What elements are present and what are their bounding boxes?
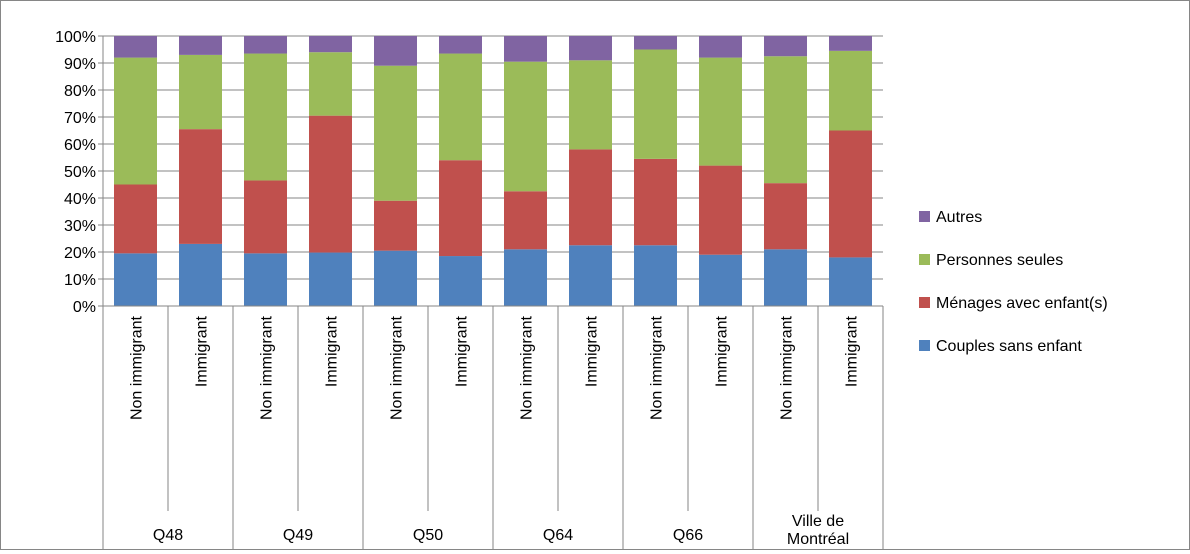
bar-segment <box>829 36 872 51</box>
bar-segment <box>244 180 287 254</box>
bar-segment <box>829 257 872 306</box>
legend-swatch <box>919 211 930 222</box>
x-group-label: Montréal <box>787 531 849 548</box>
y-tick-label: 60% <box>64 137 96 154</box>
y-tick-label: 50% <box>64 164 96 181</box>
x-category-label: Immigrant <box>454 315 471 387</box>
bar-segment <box>699 254 742 306</box>
bar-segment <box>764 36 807 57</box>
bar-segment <box>699 57 742 166</box>
x-category-label: Immigrant <box>844 315 861 387</box>
bar-segment <box>309 115 352 253</box>
legend-swatch <box>919 297 930 308</box>
bar-segment <box>374 36 417 66</box>
bar-segment <box>374 65 417 201</box>
bar-segment <box>634 36 677 50</box>
x-group-label: Q64 <box>543 527 573 544</box>
x-category-label: Non immigrant <box>129 315 146 420</box>
bar-segment <box>114 253 157 306</box>
bar-segment <box>634 245 677 306</box>
bar-segment <box>829 50 872 131</box>
bar-segment <box>829 130 872 258</box>
x-group-label: Q66 <box>673 527 703 544</box>
bar-segment <box>374 250 417 306</box>
x-group-label: Q49 <box>283 527 313 544</box>
legend-label: Couples sans enfant <box>936 338 1082 355</box>
bar-segment <box>569 245 612 306</box>
bar-segment <box>309 252 352 306</box>
legend-label: Ménages avec enfant(s) <box>936 295 1108 312</box>
bar-segment <box>439 160 482 257</box>
bar-segment <box>439 53 482 161</box>
bar-segment <box>504 36 547 62</box>
bar-segment <box>374 200 417 251</box>
bar-segment <box>244 53 287 181</box>
bar-segment <box>439 256 482 306</box>
y-tick-label: 40% <box>64 191 96 208</box>
bar-segment <box>439 36 482 54</box>
y-tick-label: 70% <box>64 110 96 127</box>
bar-segment <box>699 165 742 255</box>
x-category-label: Immigrant <box>194 315 211 387</box>
bar-segment <box>504 191 547 250</box>
x-category-label: Non immigrant <box>259 315 276 420</box>
bar-segment <box>764 183 807 250</box>
x-group-label: Q50 <box>413 527 443 544</box>
bar-segment <box>244 36 287 54</box>
legend-swatch <box>919 340 930 351</box>
bar-segment <box>179 36 222 55</box>
x-category-label: Non immigrant <box>779 315 796 420</box>
bar-segment <box>634 49 677 159</box>
bar-segment <box>504 61 547 192</box>
y-tick-label: 80% <box>64 83 96 100</box>
y-tick-label: 0% <box>73 299 96 316</box>
bar-segment <box>114 36 157 58</box>
bar-segment <box>569 36 612 61</box>
x-group-label: Q48 <box>153 527 183 544</box>
x-category-label: Immigrant <box>324 315 341 387</box>
legend-label: Autres <box>936 209 982 226</box>
y-tick-label: 90% <box>64 56 96 73</box>
bar-segment <box>504 249 547 306</box>
bar-segment <box>309 52 352 116</box>
y-tick-label: 10% <box>64 272 96 289</box>
legend-label: Personnes seules <box>936 252 1063 269</box>
bar-segment <box>179 243 222 306</box>
x-category-label: Non immigrant <box>389 315 406 420</box>
x-category-label: Non immigrant <box>649 315 666 420</box>
bar-segment <box>244 253 287 306</box>
y-tick-label: 30% <box>64 218 96 235</box>
bar-segment <box>309 36 352 53</box>
bar-segment <box>569 149 612 246</box>
bar-segment <box>699 36 742 58</box>
x-group-label: Ville de <box>792 513 844 530</box>
bar-segment <box>114 184 157 254</box>
x-category-label: Non immigrant <box>519 315 536 420</box>
bar-segment <box>764 56 807 184</box>
y-tick-label: 20% <box>64 245 96 262</box>
bar-segment <box>634 158 677 246</box>
bar-segment <box>179 129 222 244</box>
bar-segment <box>179 54 222 130</box>
bar-segment <box>114 57 157 185</box>
x-category-label: Immigrant <box>714 315 731 387</box>
bar-segment <box>569 60 612 150</box>
bar-segment <box>764 249 807 306</box>
y-tick-label: 100% <box>55 29 96 46</box>
x-category-label: Immigrant <box>584 315 601 387</box>
legend-swatch <box>919 254 930 265</box>
